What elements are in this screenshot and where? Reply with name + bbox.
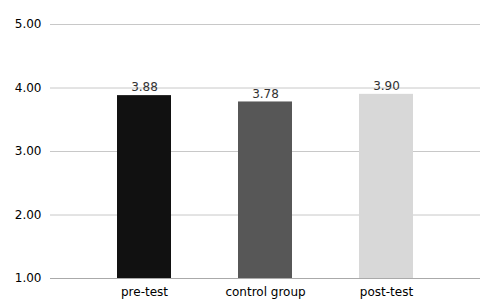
- svg-text:4.00: 4.00: [15, 81, 42, 95]
- svg-text:3.88: 3.88: [131, 80, 158, 94]
- svg-text:2.00: 2.00: [15, 208, 42, 222]
- svg-text:3.00: 3.00: [15, 144, 42, 158]
- svg-text:control group: control group: [225, 285, 305, 299]
- svg-text:1.00: 1.00: [15, 271, 42, 285]
- svg-text:pre-test: pre-test: [121, 285, 168, 299]
- svg-text:3.78: 3.78: [252, 87, 279, 101]
- svg-text:post-test: post-test: [360, 285, 414, 299]
- svg-text:5.00: 5.00: [15, 17, 42, 31]
- svg-text:3.90: 3.90: [373, 79, 400, 93]
